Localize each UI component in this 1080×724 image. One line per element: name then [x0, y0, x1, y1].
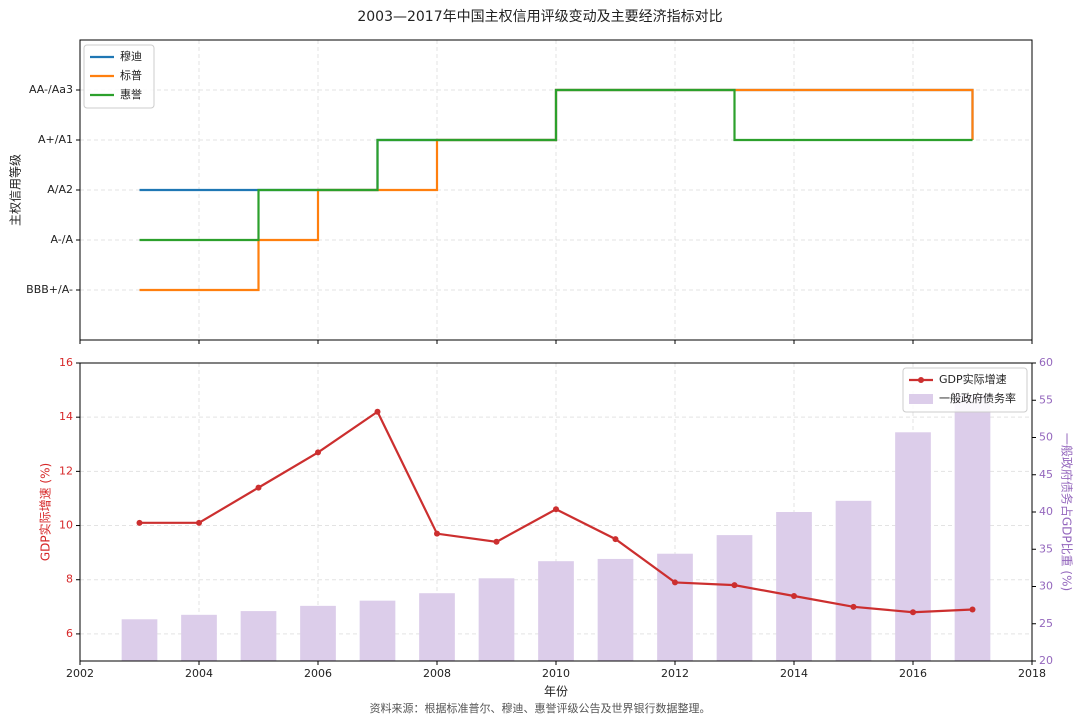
y-tick-label: 10	[59, 519, 73, 532]
point	[374, 408, 381, 415]
point	[255, 484, 262, 491]
bar	[835, 500, 872, 661]
legend-marker	[918, 377, 924, 383]
y-tick-label: 8	[66, 573, 73, 586]
y2-tick-label: 40	[1039, 505, 1053, 518]
y-tick-label: 6	[66, 627, 73, 640]
axes-frame	[79, 39, 1033, 341]
x-axis-label: 年份	[544, 685, 568, 699]
legend-box	[83, 44, 155, 109]
legend-label: 惠誉	[120, 87, 142, 101]
y-tick-label: 16	[59, 356, 73, 369]
y-tick-label: AA-/Aa3	[29, 83, 73, 96]
bar	[300, 605, 336, 661]
bar	[776, 512, 812, 661]
y-tick-label: 14	[59, 410, 73, 423]
y2-tick-label: 45	[1039, 468, 1053, 481]
y-tick-label: BBB+/A-	[26, 283, 73, 296]
bar	[657, 553, 693, 661]
y2-tick-label: 35	[1039, 542, 1053, 555]
point	[969, 606, 976, 613]
bar	[121, 619, 158, 661]
x-tick-label: 2004	[185, 667, 213, 680]
y-tick-label: A+/A1	[38, 133, 73, 146]
point	[612, 536, 619, 543]
legend-label: GDP实际增速	[939, 372, 1007, 386]
point	[910, 609, 916, 616]
plot-area: 2002 2004 2006 2008 2010 2012 2014 2016 20186810…	[38, 356, 1075, 699]
x-tick-label: 2016	[899, 667, 927, 680]
point	[196, 519, 202, 526]
bar	[478, 578, 515, 661]
chart-title: 2003—2017年中国主权信用评级变动及主要经济指标对比	[357, 9, 722, 25]
y-tick-label: A-/A	[51, 233, 74, 246]
y-tick-label: A/A2	[47, 183, 73, 196]
point	[731, 582, 738, 589]
point	[493, 538, 500, 545]
x-tick-label: 2008	[423, 667, 451, 680]
y2-tick-label: 50	[1039, 431, 1053, 444]
x-tick-label: 2018	[1018, 667, 1046, 680]
bar	[181, 614, 217, 661]
y-axis-label: GDP实际增速 (%)	[38, 463, 53, 561]
x-tick-label: 2010	[542, 667, 570, 680]
legend-label: 穆迪	[120, 49, 142, 63]
x-tick-label: 2002	[66, 667, 94, 680]
y2-tick-label: 60	[1039, 356, 1053, 369]
y2-axis-label: 一般政府债务占GDP比重 (%)	[1060, 433, 1075, 591]
legend-swatch	[909, 394, 933, 404]
point	[850, 603, 857, 610]
bar	[240, 611, 277, 661]
point	[791, 592, 797, 599]
y-tick-label: 12	[59, 464, 73, 477]
bar	[895, 432, 931, 661]
point	[553, 506, 559, 513]
point	[136, 519, 143, 526]
bar	[419, 593, 455, 661]
bar	[359, 600, 396, 661]
bar	[538, 561, 574, 661]
source-note: 资料来源：根据标准普尔、穆迪、惠誉评级公告及世界银行数据整理。	[370, 701, 711, 715]
bar	[597, 558, 634, 661]
y2-tick-label: 30	[1039, 580, 1053, 593]
bar	[716, 535, 753, 661]
axes-frame	[79, 362, 1033, 662]
x-tick-label: 2012	[661, 667, 689, 680]
x-tick-label: 2014	[780, 667, 808, 680]
bar	[954, 394, 991, 661]
step-line	[139, 88, 973, 242]
y2-tick-label: 55	[1039, 393, 1053, 406]
legend-label: 标普	[120, 68, 142, 82]
point	[672, 579, 678, 586]
point	[315, 449, 321, 456]
point	[434, 530, 440, 537]
legend-box	[902, 367, 1028, 413]
y2-tick-label: 20	[1039, 654, 1053, 667]
y2-tick-label: 25	[1039, 617, 1053, 630]
y-axis-label: 主权信用等级	[9, 154, 23, 226]
x-tick-label: 2006	[304, 667, 332, 680]
legend-label: 一般政府债务率	[939, 391, 1016, 405]
